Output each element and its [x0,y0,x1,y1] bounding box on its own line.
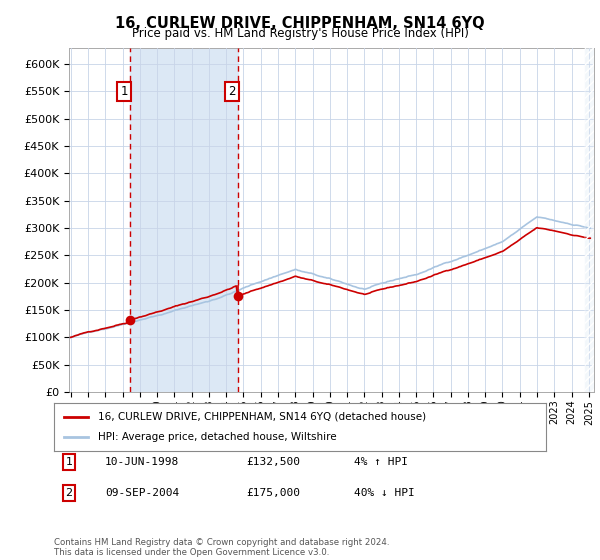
Bar [584,48,594,392]
Text: 16, CURLEW DRIVE, CHIPPENHAM, SN14 6YQ (detached house): 16, CURLEW DRIVE, CHIPPENHAM, SN14 6YQ (… [98,412,427,422]
Text: 40% ↓ HPI: 40% ↓ HPI [354,488,415,498]
Text: Price paid vs. HM Land Registry's House Price Index (HPI): Price paid vs. HM Land Registry's House … [131,27,469,40]
Text: 16, CURLEW DRIVE, CHIPPENHAM, SN14 6YQ: 16, CURLEW DRIVE, CHIPPENHAM, SN14 6YQ [115,16,485,31]
Text: 4% ↑ HPI: 4% ↑ HPI [354,457,408,467]
Text: 09-SEP-2004: 09-SEP-2004 [105,488,179,498]
Text: 1: 1 [65,457,73,467]
Bar [584,48,594,392]
Text: Contains HM Land Registry data © Crown copyright and database right 2024.
This d: Contains HM Land Registry data © Crown c… [54,538,389,557]
Text: 2: 2 [228,85,236,98]
Text: HPI: Average price, detached house, Wiltshire: HPI: Average price, detached house, Wilt… [98,432,337,442]
Text: £175,000: £175,000 [246,488,300,498]
Text: £132,500: £132,500 [246,457,300,467]
Bar [130,48,238,392]
Text: 10-JUN-1998: 10-JUN-1998 [105,457,179,467]
Text: 1: 1 [121,85,128,98]
Text: 2: 2 [65,488,73,498]
